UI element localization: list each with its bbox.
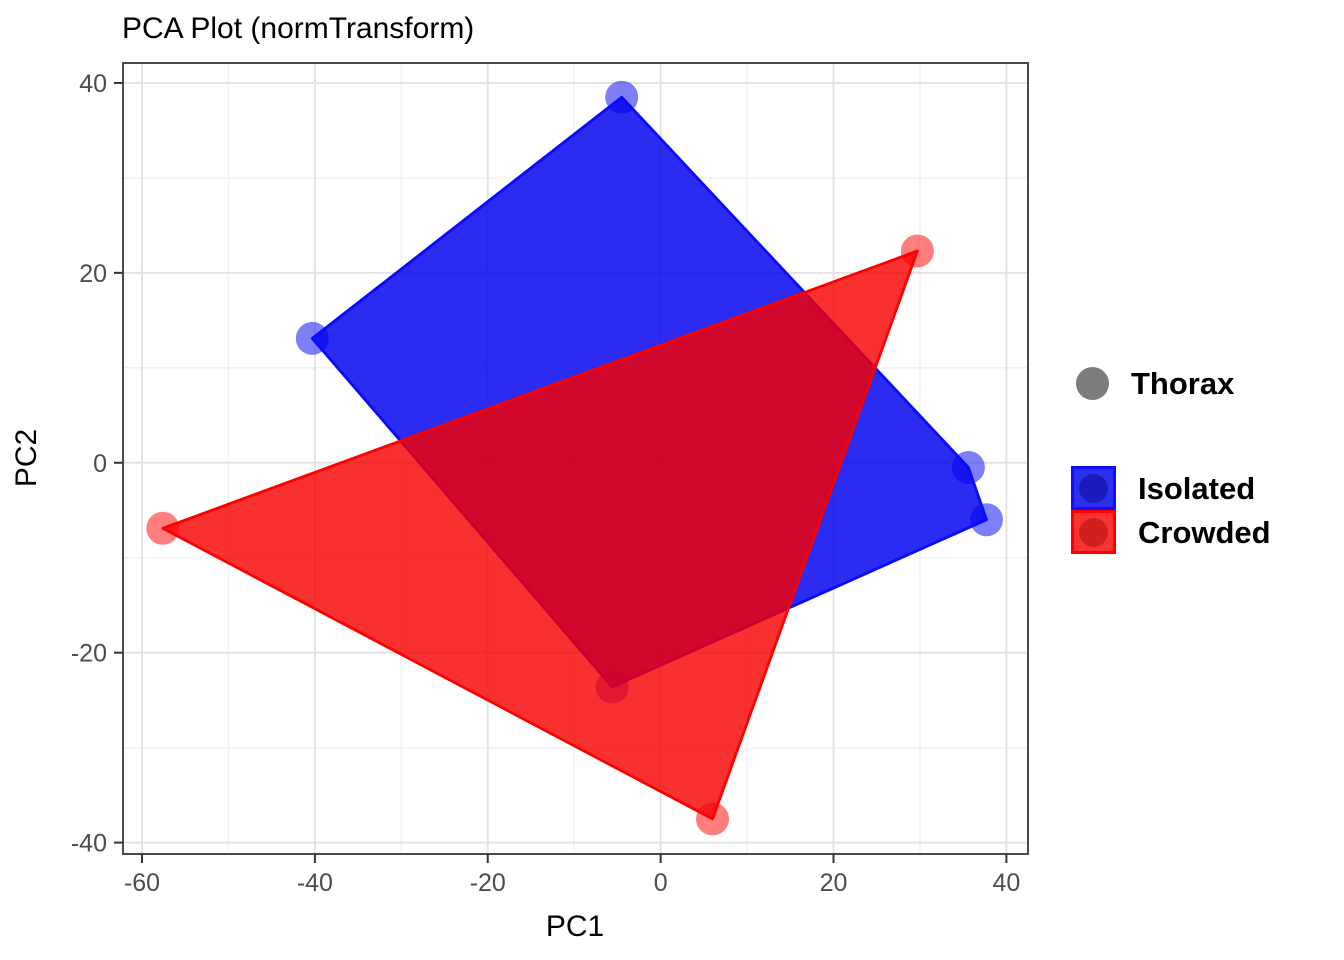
y-tick-label: 0 bbox=[93, 450, 107, 478]
legend-groups: Isolated Crowded bbox=[1071, 466, 1271, 554]
legend-item-crowded: Crowded bbox=[1071, 510, 1271, 554]
x-tick-label: -40 bbox=[297, 869, 333, 897]
data-layer bbox=[146, 80, 1003, 836]
x-tick-label: 20 bbox=[820, 869, 848, 897]
crowded-point-icon bbox=[1079, 517, 1108, 547]
panel-border bbox=[122, 62, 1029, 855]
x-axis-title: PC1 bbox=[546, 910, 604, 943]
chart-title: PCA Plot (normTransform) bbox=[122, 12, 474, 45]
hull-crowded bbox=[161, 249, 919, 821]
x-tick-label: -20 bbox=[470, 869, 506, 897]
y-axis-title: PC2 bbox=[10, 429, 43, 487]
legend-item-thorax: Thorax bbox=[1076, 367, 1234, 400]
legend-item-isolated: Isolated bbox=[1071, 466, 1271, 510]
isolated-key-icon bbox=[1071, 466, 1116, 510]
thorax-point-icon bbox=[1076, 367, 1109, 400]
x-tick-label: 0 bbox=[654, 869, 668, 897]
x-tick-label: -60 bbox=[124, 869, 160, 897]
y-tick-label: -20 bbox=[71, 640, 107, 668]
legend-label-thorax: Thorax bbox=[1131, 366, 1235, 401]
crowded-key-icon bbox=[1071, 510, 1116, 554]
legend: Thorax Isolated Crowded bbox=[1071, 0, 1341, 960]
legend-label-isolated: Isolated bbox=[1138, 470, 1256, 506]
y-tick-label: 40 bbox=[79, 70, 107, 98]
y-tick-label: -40 bbox=[71, 830, 107, 858]
legend-label-crowded: Crowded bbox=[1138, 514, 1271, 550]
x-tick-label: 40 bbox=[992, 869, 1020, 897]
isolated-point-icon bbox=[1079, 473, 1108, 503]
axes-layer: -60 -40 -20 0 20 40 -40 -20 0 20 40 bbox=[71, 62, 1029, 897]
y-tick-label: 20 bbox=[79, 260, 107, 288]
